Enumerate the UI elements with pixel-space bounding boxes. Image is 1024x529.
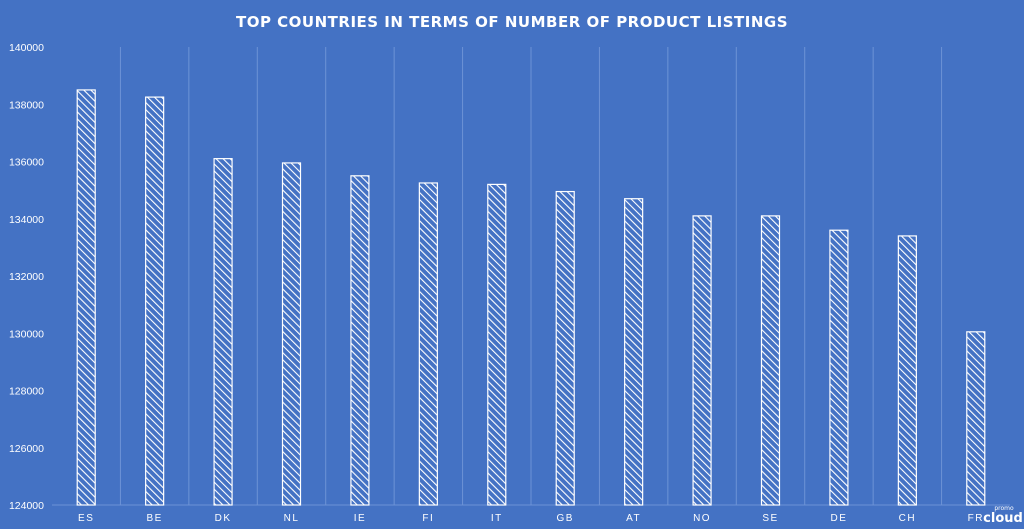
y-tick-label: 128000 — [9, 386, 44, 398]
chart-title: TOP COUNTRIES IN TERMS OF NUMBER OF PROD… — [236, 13, 788, 31]
y-tick-label: 136000 — [9, 157, 44, 169]
y-tick-label: 124000 — [9, 500, 44, 512]
bar-nl — [281, 162, 302, 506]
bar-dk — [213, 158, 233, 506]
x-tick-label: AT — [626, 513, 641, 524]
bar-be — [145, 96, 165, 506]
watermark-small-text: promo — [994, 505, 1014, 512]
bar-ie — [350, 175, 370, 506]
x-tick-label: BE — [146, 513, 162, 524]
x-tick-label: NO — [693, 513, 711, 524]
bar-no — [692, 215, 712, 506]
y-tick-label: 140000 — [9, 42, 44, 54]
y-tick-label: 130000 — [9, 328, 44, 340]
x-tick-label: SE — [762, 513, 778, 524]
bar-de — [829, 229, 849, 506]
bar-gb — [555, 190, 575, 506]
y-axis-ticks: 124000 126000 128000 130000 132000 134000 1360… — [9, 42, 44, 512]
y-tick-label: 138000 — [9, 99, 44, 111]
watermark-logo: promo cloud — [983, 505, 1023, 526]
y-tick-label: 126000 — [9, 443, 44, 455]
x-tick-label: CH — [899, 513, 916, 524]
bar-it — [487, 183, 507, 506]
bar-ch — [897, 235, 917, 506]
bar-se — [760, 215, 781, 506]
y-tick-label: 134000 — [9, 214, 44, 226]
x-tick-label: FR — [968, 513, 984, 524]
bar-es — [76, 89, 96, 506]
x-tick-label: IE — [354, 513, 366, 524]
x-tick-label: DK — [215, 513, 232, 524]
x-tick-label: NL — [284, 513, 300, 524]
x-axis-ticks: ES BE DK NL IE FI IT GB AT NO SE DE CH FR — [78, 513, 984, 524]
bars — [76, 89, 986, 506]
bar-at — [624, 198, 644, 506]
grid-lines — [52, 47, 1010, 506]
watermark-big-text: cloud — [983, 511, 1023, 526]
x-tick-label: FI — [422, 513, 434, 524]
y-tick-label: 132000 — [9, 271, 44, 283]
x-tick-label: ES — [78, 513, 94, 524]
x-tick-label: DE — [830, 513, 847, 524]
x-tick-label: GB — [556, 513, 573, 524]
bar-fi — [418, 182, 438, 506]
x-tick-label: IT — [491, 513, 503, 524]
bar-fr — [966, 331, 986, 506]
